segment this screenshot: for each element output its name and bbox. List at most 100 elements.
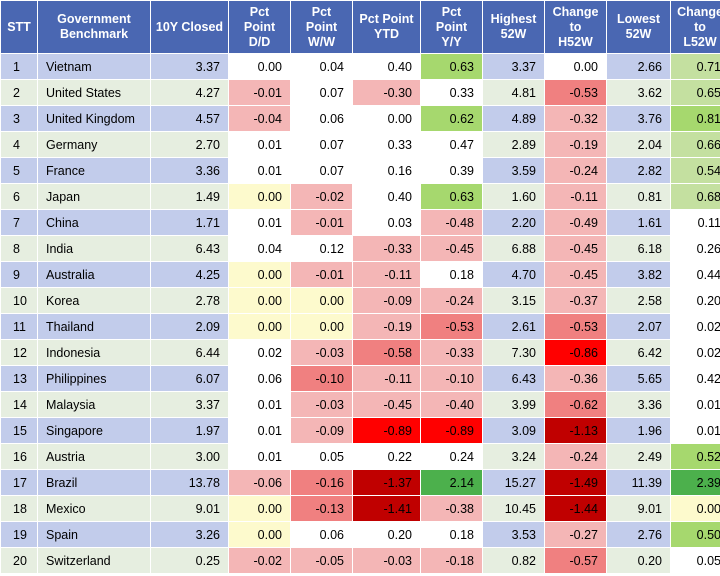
- cell-high52w: 2.89: [482, 131, 545, 158]
- cell-stt: 16: [0, 443, 38, 470]
- cell-chg-h52w: -0.24: [544, 157, 607, 184]
- cell-stt: 8: [0, 235, 38, 262]
- cell-pct-ww: -0.05: [290, 547, 353, 574]
- cell-pct-ytd: -0.33: [352, 235, 421, 262]
- column-header-line: 52W: [625, 27, 652, 41]
- cell-pct-ytd: 0.00: [352, 105, 421, 132]
- cell-pct-dd: 0.00: [228, 287, 291, 314]
- column-header-line: 10Y Closed: [155, 19, 224, 34]
- cell-high52w: 4.89: [482, 105, 545, 132]
- table-row: 11 Thailand 2.09 0.00 0.00 -0.19 -0.53 2.61 -0.5…: [0, 313, 720, 340]
- cell-high52w: 2.20: [482, 209, 545, 236]
- column-header-line: STT: [7, 19, 31, 34]
- cell-chg-l52w: 0.01: [670, 417, 720, 444]
- cell-pct-ww: 0.12: [290, 235, 353, 262]
- cell-chg-l52w: 0.65: [670, 79, 720, 106]
- cell-benchmark: China: [37, 209, 151, 236]
- cell-stt: 11: [0, 313, 38, 340]
- cell-closed: 6.44: [150, 339, 229, 366]
- cell-low52w: 9.01: [606, 495, 671, 522]
- table-row: 13 Philippines 6.07 0.06 -0.10 -0.11 -0.10 6.43…: [0, 365, 720, 392]
- cell-low52w: 3.76: [606, 105, 671, 132]
- table-row: 1 Vietnam 3.37 0.00 0.04 0.40 0.63 3.37 0.00 2.66…: [0, 53, 720, 80]
- cell-pct-dd: 0.00: [228, 313, 291, 340]
- cell-pct-ww: 0.00: [290, 313, 353, 340]
- cell-low52w: 2.49: [606, 443, 671, 470]
- cell-pct-dd: 0.04: [228, 235, 291, 262]
- cell-chg-l52w: 0.05: [670, 547, 720, 574]
- cell-benchmark: Singapore: [37, 417, 151, 444]
- cell-low52w: 6.18: [606, 235, 671, 262]
- column-header-line: Point: [243, 19, 276, 34]
- cell-stt: 10: [0, 287, 38, 314]
- column-header-stt: STT: [0, 0, 38, 54]
- cell-pct-yy: -0.24: [420, 287, 483, 314]
- cell-high52w: 3.59: [482, 157, 545, 184]
- cell-pct-ww: -0.03: [290, 339, 353, 366]
- cell-high52w: 2.61: [482, 313, 545, 340]
- cell-pct-ww: -0.01: [290, 209, 353, 236]
- cell-pct-ytd: -0.58: [352, 339, 421, 366]
- cell-benchmark: India: [37, 235, 151, 262]
- column-header-line: Pct: [249, 4, 270, 19]
- cell-chg-l52w: 0.00: [670, 495, 720, 522]
- cell-high52w: 3.53: [482, 521, 545, 548]
- cell-closed: 3.36: [150, 157, 229, 184]
- cell-high52w: 4.81: [482, 79, 545, 106]
- cell-pct-ww: -0.10: [290, 365, 353, 392]
- column-header-line: Change: [677, 4, 720, 19]
- column-header-line: Lowest: [616, 12, 661, 26]
- cell-chg-l52w: 0.01: [670, 391, 720, 418]
- cell-pct-dd: 0.00: [228, 495, 291, 522]
- cell-chg-l52w: 0.20: [670, 287, 720, 314]
- cell-low52w: 3.36: [606, 391, 671, 418]
- column-header-benchmark: Government Benchmark: [37, 0, 151, 54]
- cell-pct-yy: 0.47: [420, 131, 483, 158]
- cell-closed: 4.57: [150, 105, 229, 132]
- cell-pct-dd: 0.01: [228, 131, 291, 158]
- column-header-line: H52W: [558, 34, 593, 49]
- cell-chg-l52w: 0.81: [670, 105, 720, 132]
- cell-pct-ww: -0.01: [290, 261, 353, 288]
- cell-pct-ytd: -0.19: [352, 313, 421, 340]
- cell-chg-l52w: 0.66: [670, 131, 720, 158]
- cell-pct-yy: -0.40: [420, 391, 483, 418]
- table-row: 7 China 1.71 0.01 -0.01 0.03 -0.48 2.20 -0.49 1.6…: [0, 209, 720, 236]
- cell-stt: 2: [0, 79, 38, 106]
- cell-pct-ytd: -0.09: [352, 287, 421, 314]
- cell-pct-dd: 0.01: [228, 443, 291, 470]
- cell-low52w: 3.82: [606, 261, 671, 288]
- cell-pct-ww: -0.02: [290, 183, 353, 210]
- cell-high52w: 3.37: [482, 53, 545, 80]
- cell-pct-dd: 0.00: [228, 183, 291, 210]
- cell-closed: 3.37: [150, 53, 229, 80]
- cell-chg-l52w: 0.42: [670, 365, 720, 392]
- cell-chg-l52w: 2.39: [670, 469, 720, 496]
- cell-closed: 1.97: [150, 417, 229, 444]
- cell-chg-l52w: 0.54: [670, 157, 720, 184]
- cell-pct-ytd: 0.22: [352, 443, 421, 470]
- cell-chg-h52w: -0.62: [544, 391, 607, 418]
- cell-pct-ytd: -0.11: [352, 261, 421, 288]
- cell-benchmark: Australia: [37, 261, 151, 288]
- cell-chg-h52w: -0.49: [544, 209, 607, 236]
- cell-closed: 4.25: [150, 261, 229, 288]
- cell-benchmark: Malaysia: [37, 391, 151, 418]
- cell-pct-dd: 0.01: [228, 391, 291, 418]
- cell-chg-l52w: 0.52: [670, 443, 720, 470]
- column-header-line: Y/Y: [441, 34, 462, 49]
- cell-high52w: 15.27: [482, 469, 545, 496]
- cell-pct-yy: 2.14: [420, 469, 483, 496]
- cell-benchmark: Brazil: [37, 469, 151, 496]
- cell-high52w: 1.60: [482, 183, 545, 210]
- cell-pct-ytd: -1.37: [352, 469, 421, 496]
- cell-closed: 2.78: [150, 287, 229, 314]
- cell-chg-h52w: -0.19: [544, 131, 607, 158]
- cell-benchmark: Thailand: [37, 313, 151, 340]
- column-header-high52w: Highest 52W: [482, 0, 545, 54]
- cell-stt: 15: [0, 417, 38, 444]
- cell-pct-dd: 0.01: [228, 157, 291, 184]
- cell-pct-ww: 0.07: [290, 79, 353, 106]
- cell-benchmark: Indonesia: [37, 339, 151, 366]
- cell-chg-l52w: 0.50: [670, 521, 720, 548]
